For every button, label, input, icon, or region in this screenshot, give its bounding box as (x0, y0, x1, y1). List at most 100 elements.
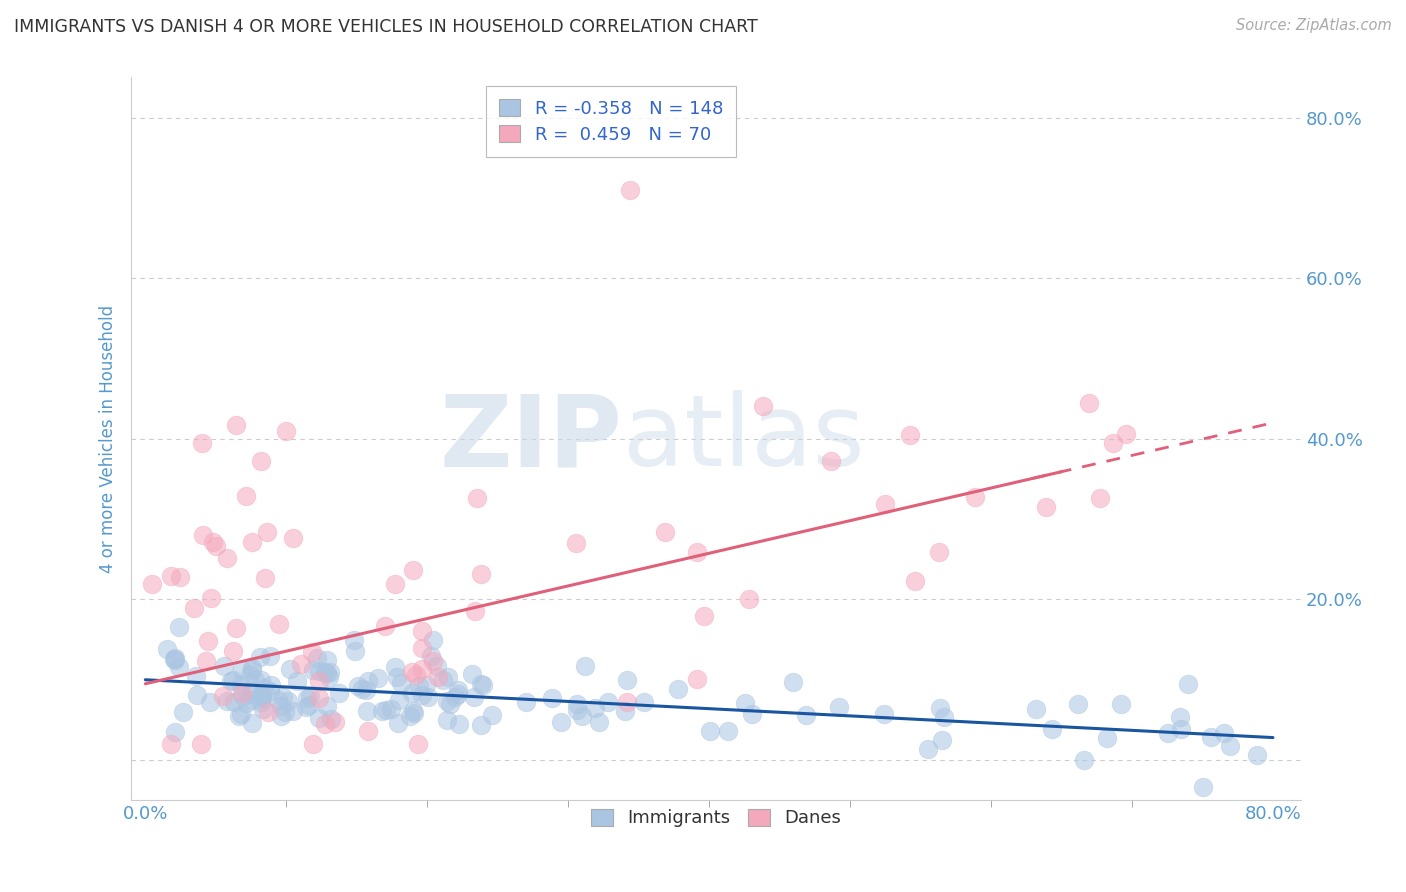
Point (225, 418, 247, 433)
Point (447, 717, 470, 731)
Point (904, 574, 927, 589)
Point (231, 663, 253, 677)
Point (371, 704, 394, 718)
Point (235, 696, 257, 710)
Point (194, 654, 217, 668)
Point (388, 692, 411, 706)
Point (167, 660, 190, 674)
Point (375, 703, 398, 717)
Point (191, 436, 214, 450)
Point (159, 737, 181, 751)
Point (256, 705, 278, 719)
Point (214, 659, 236, 673)
Point (470, 676, 492, 690)
Point (389, 675, 412, 690)
Point (437, 670, 460, 684)
Point (374, 619, 396, 633)
Point (250, 689, 273, 703)
Point (222, 673, 245, 687)
Point (354, 683, 377, 698)
Point (598, 695, 620, 709)
Point (436, 694, 458, 708)
Point (463, 604, 485, 618)
Point (271, 690, 294, 705)
Point (302, 664, 325, 678)
Point (228, 708, 250, 723)
Point (270, 709, 292, 723)
Point (384, 577, 406, 591)
Point (200, 695, 222, 709)
Point (463, 690, 485, 704)
Point (163, 652, 186, 666)
Point (190, 737, 212, 751)
Point (240, 661, 263, 675)
Point (820, 454, 842, 468)
Point (222, 644, 245, 658)
Point (197, 634, 219, 648)
Point (267, 616, 290, 631)
Point (873, 706, 896, 721)
Point (356, 705, 378, 719)
Text: ZIP: ZIP (440, 391, 623, 487)
Point (588, 714, 610, 729)
Point (260, 677, 283, 691)
Point (252, 702, 274, 716)
Point (405, 667, 427, 681)
Point (219, 673, 242, 688)
Point (666, 681, 689, 696)
Point (686, 545, 709, 559)
Point (1066, 697, 1088, 711)
Point (212, 690, 235, 704)
Point (1177, 677, 1199, 691)
Point (215, 694, 238, 708)
Point (1199, 730, 1222, 744)
Point (415, 678, 437, 692)
Point (828, 699, 851, 714)
Point (686, 672, 709, 686)
Point (1101, 435, 1123, 450)
Point (1212, 725, 1234, 739)
Point (399, 709, 422, 723)
Point (274, 705, 297, 719)
Point (565, 703, 588, 717)
Point (1073, 753, 1095, 767)
Point (242, 534, 264, 549)
Point (163, 651, 186, 665)
Point (253, 571, 276, 585)
Point (239, 667, 262, 681)
Point (614, 704, 637, 718)
Point (316, 698, 339, 713)
Point (574, 659, 596, 673)
Point (794, 708, 817, 723)
Point (402, 563, 425, 577)
Point (408, 679, 430, 693)
Point (585, 700, 607, 714)
Point (183, 600, 205, 615)
Point (917, 742, 939, 756)
Point (277, 694, 299, 708)
Point (470, 717, 492, 731)
Point (1170, 723, 1192, 737)
Point (616, 695, 638, 709)
Y-axis label: 4 or more Vehicles in Household: 4 or more Vehicles in Household (100, 305, 117, 573)
Point (898, 428, 921, 442)
Point (1246, 747, 1268, 762)
Point (235, 490, 257, 504)
Point (316, 666, 339, 681)
Point (1040, 723, 1063, 737)
Point (155, 642, 177, 657)
Point (343, 633, 366, 648)
Point (717, 723, 740, 738)
Point (231, 686, 253, 700)
Point (344, 643, 367, 657)
Point (402, 706, 425, 720)
Point (350, 681, 373, 696)
Point (426, 658, 449, 673)
Point (243, 673, 266, 688)
Point (200, 591, 222, 605)
Point (422, 632, 444, 647)
Point (172, 706, 194, 720)
Point (367, 671, 389, 685)
Point (734, 696, 756, 710)
Text: atlas: atlas (623, 391, 865, 487)
